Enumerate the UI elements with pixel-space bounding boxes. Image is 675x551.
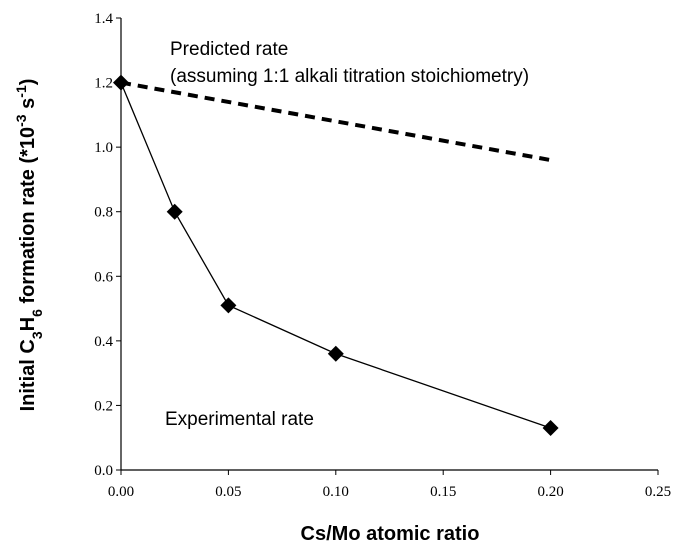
point	[166, 203, 183, 220]
x-tick-label: 0.05	[215, 484, 241, 500]
y-axis-label-part: -1	[13, 85, 29, 98]
x-tick-label: 0.00	[108, 484, 134, 500]
y-axis-label-part: 6	[29, 309, 45, 317]
annotation: (assuming 1:1 alkali titration stoichiom…	[170, 66, 529, 87]
y-tick-label: 0.4	[94, 334, 113, 350]
y-tick-label: 0.8	[94, 205, 113, 221]
y-axis-label-part: s	[17, 98, 39, 115]
y-axis-label-part: )	[17, 79, 39, 86]
y-axis-label-part: formation rate (*10	[17, 127, 39, 309]
y-tick-label: 0.2	[94, 398, 113, 414]
y-tick-label: 0.0	[94, 463, 113, 479]
series-line	[120, 80, 551, 163]
y-tick-label: 1.4	[94, 11, 113, 27]
predicted-label: Predicted rate	[170, 39, 288, 60]
y-tick-label: 1.0	[94, 140, 113, 156]
y-tick-label: 0.6	[94, 269, 113, 285]
y-axis-label-part: 3	[29, 331, 45, 339]
y-axis-label-part: Initial C	[17, 339, 39, 411]
x-tick-label: 0.25	[645, 484, 671, 500]
experimental-label: Experimental rate	[165, 409, 314, 430]
y-axis-label-part: -3	[13, 114, 29, 127]
point	[220, 297, 237, 314]
point	[542, 420, 559, 437]
x-tick-label: 0.15	[430, 484, 456, 500]
y-axis-label-part: H	[17, 317, 39, 331]
y-axis-label: Initial C3H6 formation rate (*10-3 s-1)	[13, 79, 45, 412]
series-line	[120, 82, 551, 429]
point	[327, 345, 344, 362]
x-tick-label: 0.20	[537, 484, 563, 500]
x-axis-label: Cs/Mo atomic ratio	[301, 523, 480, 545]
x-tick-label: 0.10	[323, 484, 349, 500]
y-tick-label: 1.2	[94, 76, 113, 92]
